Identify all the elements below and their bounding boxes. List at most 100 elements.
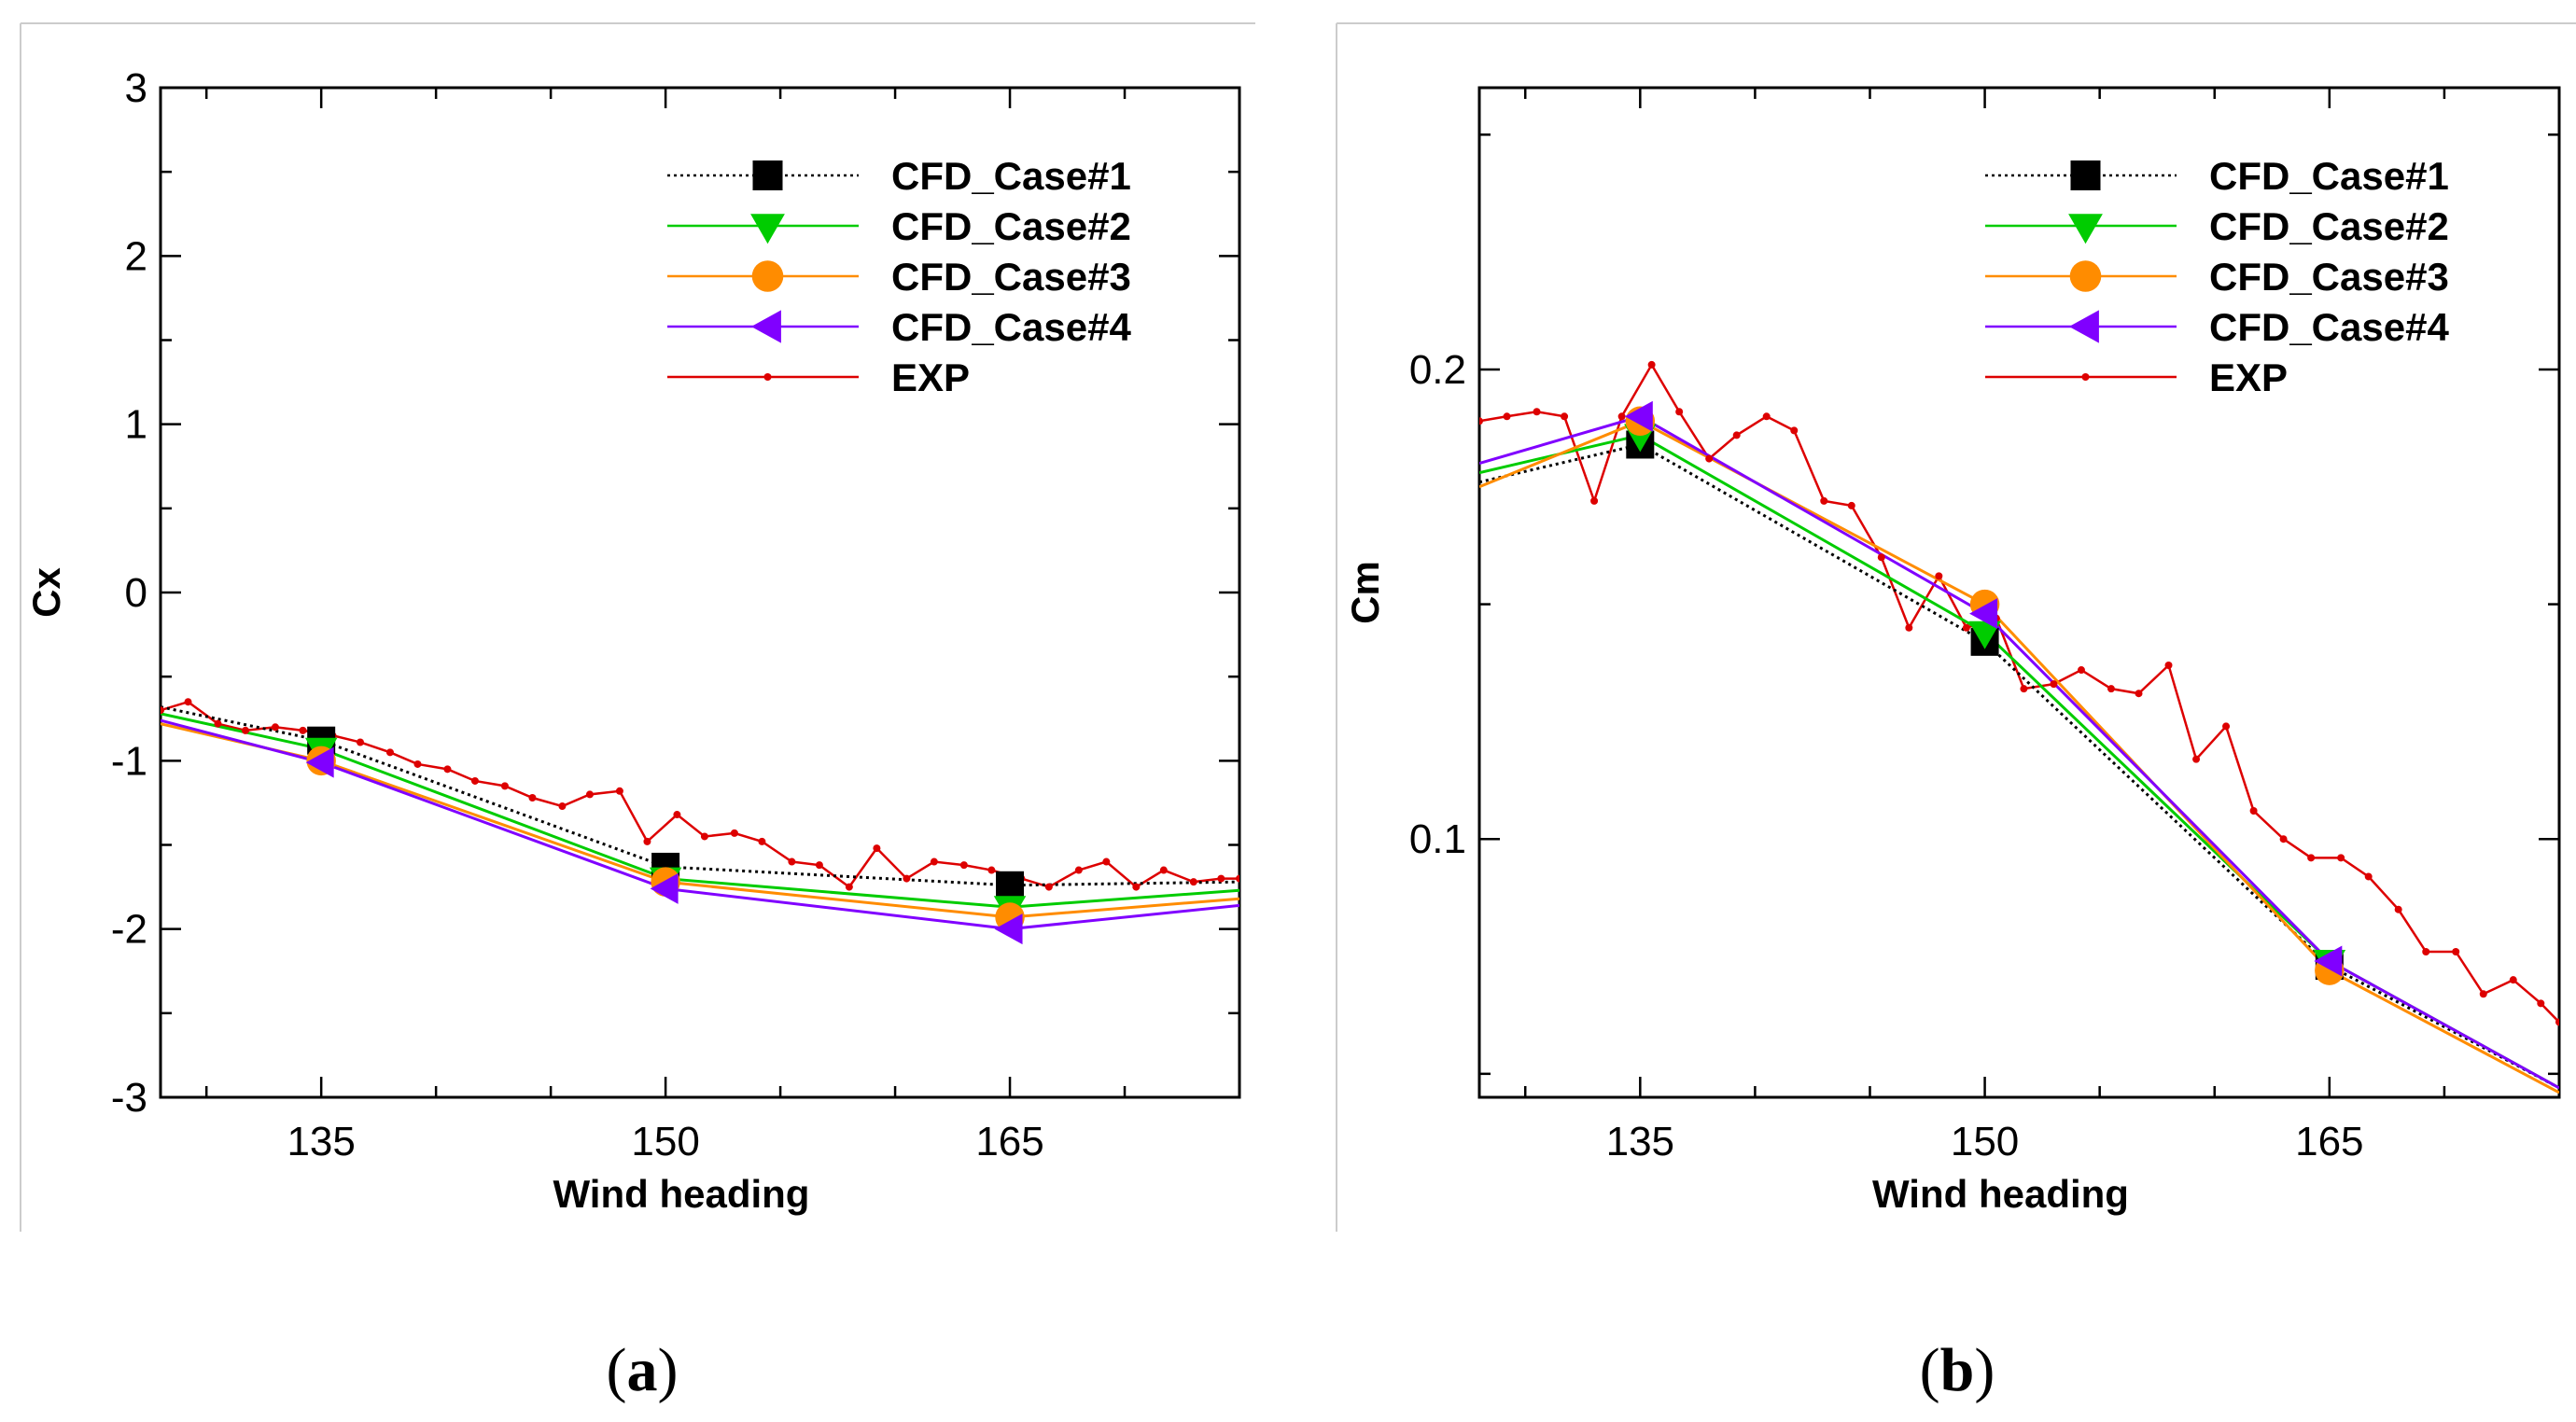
panel-b-data-point <box>2509 976 2517 984</box>
panel-a-data-point <box>1074 866 1083 874</box>
panel-a-legend-label: EXP <box>891 356 970 399</box>
panel-a: 3 2 1 0 -1 -2 -3 135 150 165 Wind heading Cx CFD_Cas… <box>24 65 1241 1404</box>
panel-b-legend: CFD_Case#1 CFD_Case#2 CFD_Case#3 CFD_Case#4… <box>1985 154 2449 399</box>
panel-b-legend-label: CFD_Case#4 <box>2209 305 2449 349</box>
panel-b-data-point <box>2537 999 2545 1008</box>
panel-b-data-point <box>1479 417 1483 425</box>
panel-b-data-point <box>2394 905 2402 913</box>
panel-b-y-axis-title: Cm <box>1343 561 1387 624</box>
panel-b-data-point <box>2192 755 2201 763</box>
panel-a-caption-paren-open: ( <box>607 1336 627 1404</box>
panel-b-data-point <box>1962 623 1970 632</box>
panel-a-data-point <box>994 913 1023 945</box>
panel-a-data-point <box>758 837 766 845</box>
panel-a-data-point <box>500 782 509 790</box>
panel-a-data-point <box>1217 874 1225 883</box>
panel-a-data-point <box>615 787 623 795</box>
panel-a-legend-marker <box>750 214 785 244</box>
panel-b-data-point <box>2307 854 2316 862</box>
panel-b-series-CFD_Case#3 <box>1479 419 2559 1094</box>
panel-b-legend-marker <box>2070 160 2101 190</box>
panel-a-data-point <box>528 794 537 802</box>
panel-b-legend-label: CFD_Case#3 <box>2209 255 2449 299</box>
panel-a-data-point <box>356 738 364 746</box>
panel-b-series-CFD_Case#4 <box>1479 414 2559 1090</box>
panel-a-data-point <box>271 723 279 732</box>
panel-b-data-point <box>2422 947 2430 955</box>
panel-b-data-point <box>1820 496 1828 505</box>
panel-b-legend-label: CFD_Case#2 <box>2209 204 2449 248</box>
panel-a-ytick-label: 3 <box>125 65 147 111</box>
panel-a-data-point <box>845 883 853 891</box>
panel-b-legend-label: CFD_Case#1 <box>2209 154 2449 198</box>
panel-a-data-point <box>673 811 681 819</box>
panel-a-data-point <box>996 871 1025 899</box>
panel-b-data-point <box>1935 572 1943 580</box>
panel-b-data-point <box>1877 553 1885 562</box>
panel-b-legend-marker <box>2069 260 2102 292</box>
panel-b-data-point <box>2337 854 2345 862</box>
panel-b-legend-marker <box>2068 310 2099 343</box>
panel-b-markers-CFD_Case#4 <box>1624 400 2343 977</box>
panel-b-xtick-label: 135 <box>1606 1119 1674 1164</box>
panel-a-markers-EXP <box>161 698 1239 891</box>
panel-b-data-point <box>2555 1018 2559 1026</box>
panel-a-xtick-label: 165 <box>975 1119 1043 1164</box>
panel-b-data-point <box>1503 412 1511 421</box>
panel-b-series-line <box>1479 362 2559 1024</box>
panel-a-legend-marker <box>751 260 784 292</box>
panel-b-caption-paren-close: ) <box>1974 1336 1995 1404</box>
panel-b-data-point <box>1624 400 1653 432</box>
panel-a-data-point <box>214 719 222 728</box>
panel-b-data-point <box>2222 722 2231 731</box>
panel-a-data-point <box>305 746 334 778</box>
panel-a-data-point <box>959 861 968 870</box>
panel-b-data-point <box>2077 666 2085 675</box>
panel-a-data-point <box>1102 857 1111 866</box>
panel-b-data-point <box>1561 412 1569 421</box>
panel-a-caption: (a) <box>607 1336 679 1404</box>
panel-a-markers-CFD_Case#4 <box>305 746 1023 945</box>
panel-a-data-point <box>385 748 394 757</box>
panel-b-x-axis-title: Wind heading <box>1872 1172 2129 1216</box>
panel-b-plot-frame <box>1477 86 2561 1099</box>
panel-b-data-point <box>1705 454 1714 463</box>
panel-a-data-point <box>730 829 738 837</box>
panel-a-data-point <box>470 776 479 785</box>
panel-a-data-point <box>242 726 250 734</box>
panel-b-xtick-label: 150 <box>1951 1119 2019 1164</box>
panel-a-data-point <box>873 844 881 853</box>
panel-a-data-point <box>1044 883 1053 891</box>
panel-a-xtick-label: 150 <box>631 1119 699 1164</box>
panel-b-caption-letter: b <box>1940 1336 1975 1404</box>
panel-b-data-point <box>1790 426 1799 435</box>
panel-a-data-point <box>184 698 192 706</box>
panel-b-data-point <box>1969 598 1998 630</box>
panel-b-data-point <box>2107 685 2115 693</box>
panel-b-ytick-label: 0.1 <box>1409 816 1466 862</box>
panel-b-data-point <box>1675 408 1684 416</box>
panel-a-ytick-label: 1 <box>125 402 147 448</box>
panel-b-markers-EXP <box>1479 360 2559 1026</box>
panel-b-series-line <box>1479 433 2559 1090</box>
panel-a-ytick-label: -2 <box>111 907 147 953</box>
panel-b-data-point <box>2050 680 2058 689</box>
panel-b-data-point <box>1905 623 1913 632</box>
panel-a-legend-label: CFD_Case#3 <box>891 255 1131 299</box>
panel-a-data-point <box>413 760 422 768</box>
panel-b-data-point <box>1968 620 2001 649</box>
panel-a-y-axis-title: Cx <box>24 567 68 618</box>
panel-a-data-point <box>443 765 452 774</box>
panel-a-xtick-label: 135 <box>287 1119 355 1164</box>
panel-b-markers-CFD_Case#1 <box>1626 430 2344 981</box>
panel-a-data-point <box>1159 866 1168 874</box>
panel-b-data-point <box>2452 947 2460 955</box>
panel-b-xtick-label: 165 <box>2295 1119 2363 1164</box>
panel-b-data-point <box>2249 807 2258 816</box>
panel-b-series-CFD_Case#2 <box>1479 433 2559 1090</box>
panel-a-data-point <box>903 874 911 883</box>
panel-a-data-point <box>585 790 594 799</box>
panel-a-ytick-label: 0 <box>125 570 147 616</box>
